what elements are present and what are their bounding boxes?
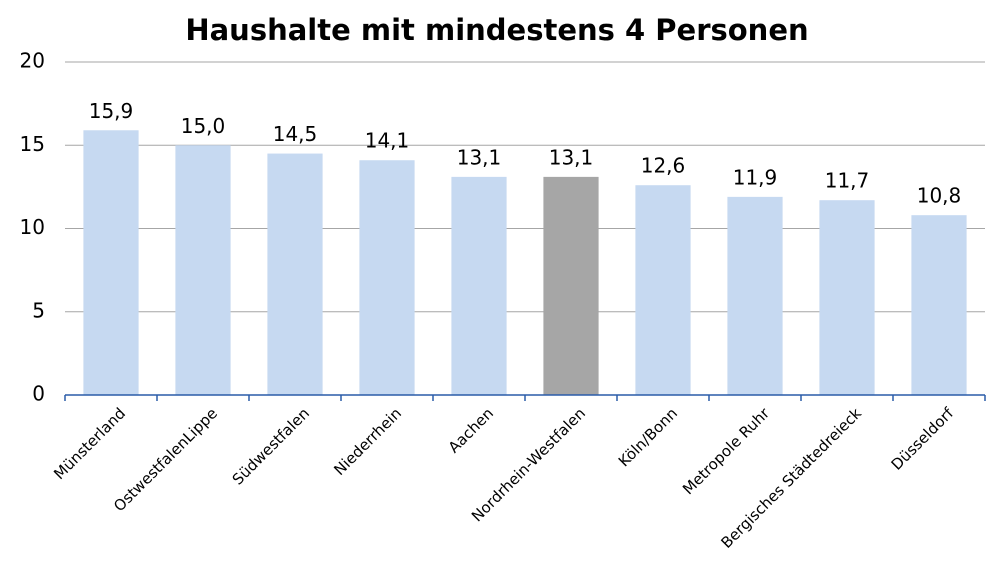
value-label: 12,6 bbox=[641, 154, 686, 178]
value-label: 15,9 bbox=[89, 99, 134, 123]
value-label: 13,1 bbox=[549, 145, 594, 169]
bar bbox=[359, 160, 415, 395]
value-label: 15,0 bbox=[181, 114, 226, 138]
value-label: 13,1 bbox=[457, 145, 502, 169]
bar bbox=[451, 176, 507, 395]
y-tick-label: 15 bbox=[20, 132, 45, 156]
y-tick-label: 10 bbox=[20, 215, 45, 239]
value-label: 11,7 bbox=[825, 169, 870, 193]
chart-title: Haushalte mit mindestens 4 Personen bbox=[185, 13, 808, 47]
bar bbox=[83, 130, 139, 395]
value-label: 10,8 bbox=[917, 184, 962, 208]
y-tick-label: 0 bbox=[32, 382, 45, 406]
bar bbox=[819, 200, 875, 395]
x-tick-label: Aachen bbox=[445, 404, 497, 456]
bar bbox=[727, 196, 783, 395]
bar bbox=[911, 215, 967, 395]
y-tick-label: 20 bbox=[20, 49, 45, 73]
x-tick-label: Metropole Ruhr bbox=[679, 404, 774, 499]
bar bbox=[635, 185, 691, 395]
x-tick-label: Niederrhein bbox=[330, 404, 405, 479]
x-tick-label: Köln/Bonn bbox=[615, 404, 681, 470]
value-label: 14,5 bbox=[273, 122, 318, 146]
bar bbox=[267, 153, 323, 395]
x-tick-label: Düsseldorf bbox=[888, 404, 958, 474]
y-tick-label: 5 bbox=[32, 298, 45, 322]
bar bbox=[543, 176, 599, 395]
x-tick-label: OstwestfalenLippe bbox=[110, 404, 221, 515]
value-label: 11,9 bbox=[733, 165, 778, 189]
x-tick-label: Südwestfalen bbox=[229, 404, 313, 488]
x-tick-label: Münsterland bbox=[50, 404, 129, 483]
value-label: 14,1 bbox=[365, 129, 410, 153]
bar bbox=[175, 145, 231, 395]
